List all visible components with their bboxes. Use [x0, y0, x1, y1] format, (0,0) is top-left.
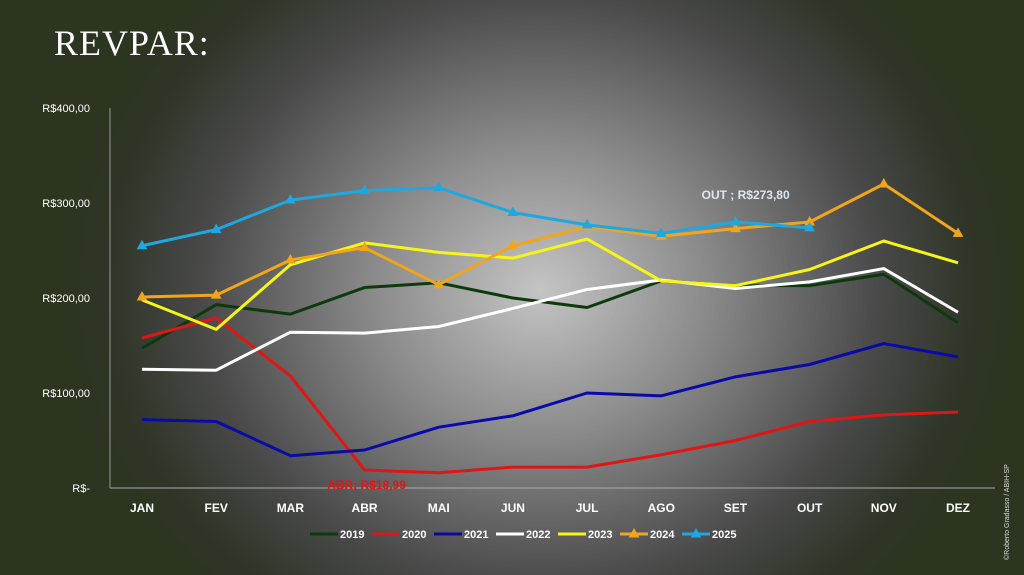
- data-point-2024: [210, 289, 222, 299]
- series-2023: [141, 237, 959, 331]
- series-line-2021: [141, 342, 959, 458]
- series-line-2023: [141, 237, 959, 331]
- legend-item-2025: 2025: [682, 527, 736, 541]
- legend-item-2022: 2022: [496, 529, 550, 541]
- series-line-2025: [141, 186, 810, 248]
- data-point-2024: [359, 241, 370, 252]
- legend-label: 2023: [588, 529, 612, 541]
- series-line-2022: [141, 267, 959, 372]
- series-line-2020: [141, 316, 959, 475]
- y-tick-label: R$300,00: [42, 198, 90, 210]
- data-point-2025: [730, 215, 741, 226]
- y-tick-label: R$400,00: [42, 103, 90, 115]
- x-tick-label: AGO: [648, 501, 675, 515]
- data-point-2025: [804, 221, 815, 232]
- watermark-credit: ©Roberto Gradasso / ABIH-SP: [1004, 464, 1011, 560]
- data-label: OUT ; R$273,80: [702, 188, 790, 202]
- data-point-2025: [581, 218, 593, 229]
- series-2020: [141, 316, 959, 475]
- data-point-2024: [433, 278, 445, 289]
- data-point-2024: [507, 239, 519, 250]
- legend-label: 2020: [402, 529, 426, 541]
- data-point-2025: [136, 239, 148, 250]
- legend-label: 2019: [340, 529, 364, 541]
- series-2019: [141, 272, 959, 350]
- x-tick-label: NOV: [871, 501, 897, 515]
- x-tick-label: ABR: [352, 501, 378, 515]
- legend-label: 2021: [464, 529, 488, 541]
- x-tick-label: JAN: [130, 501, 154, 515]
- data-point-2025: [655, 227, 667, 237]
- y-tick-label: R$100,00: [42, 388, 90, 400]
- x-tick-label: OUT: [797, 501, 823, 515]
- data-point-2025: [433, 181, 445, 192]
- legend-item-2021: 2021: [434, 529, 488, 541]
- y-tick-label: R$200,00: [42, 293, 90, 305]
- data-point-2024: [952, 227, 964, 237]
- x-tick-label: FEV: [205, 501, 228, 515]
- y-tick-label: R$-: [72, 483, 90, 495]
- data-point-2024: [730, 222, 741, 233]
- x-tick-label: MAR: [277, 501, 305, 515]
- legend-item-2023: 2023: [558, 529, 612, 541]
- data-point-2024: [136, 291, 148, 301]
- series-line-2019: [141, 272, 959, 350]
- data-point-2025: [359, 184, 370, 195]
- legend-label: 2024: [650, 529, 675, 541]
- data-point-2025: [507, 206, 519, 216]
- data-point-2024: [878, 177, 890, 188]
- data-point-2025: [285, 194, 296, 204]
- x-tick-label: DEZ: [946, 501, 970, 515]
- legend-item-2019: 2019: [310, 529, 364, 541]
- legend-item-2024: 2024: [620, 527, 675, 541]
- data-label: ABR; R$18,99: [327, 478, 406, 492]
- legend-item-2020: 2020: [372, 529, 426, 541]
- x-tick-label: SET: [724, 501, 748, 515]
- legend-marker-icon: [690, 527, 702, 538]
- legend-marker-icon: [628, 527, 640, 538]
- x-tick-label: JUN: [501, 501, 525, 515]
- series-line-2024: [141, 182, 959, 299]
- data-point-2024: [285, 253, 296, 264]
- x-tick-label: MAI: [428, 501, 450, 515]
- legend-label: 2025: [712, 529, 736, 541]
- data-point-2025: [210, 223, 222, 234]
- series-2025: [136, 181, 815, 250]
- slide-title: REVPAR:: [54, 23, 210, 63]
- series-2022: [141, 267, 959, 372]
- legend-label: 2022: [526, 529, 550, 541]
- series-2021: [141, 342, 959, 458]
- x-tick-label: JUL: [576, 501, 599, 515]
